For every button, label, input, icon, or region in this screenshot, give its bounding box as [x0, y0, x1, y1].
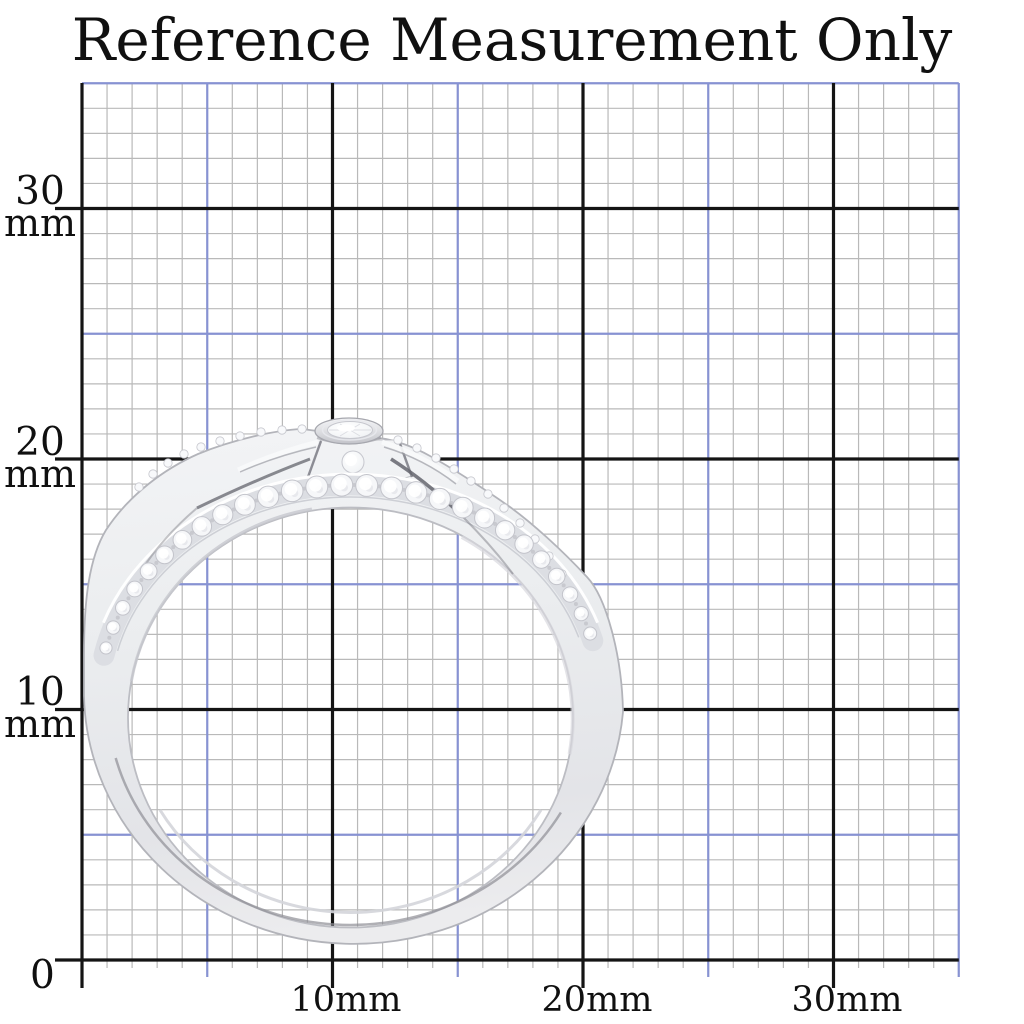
- y-axis-tick-20mm: 20 mm: [2, 420, 78, 496]
- page-title: Reference Measurement Only: [71, 6, 953, 74]
- x-axis-tick-20mm: 20mm: [541, 980, 653, 1020]
- origin-label: 0: [30, 953, 55, 998]
- y-tick-value: 10: [15, 670, 65, 715]
- y-tick-value: 20: [15, 420, 65, 465]
- y-tick-value: 30: [15, 169, 65, 214]
- x-axis-tick-10mm: 10mm: [290, 980, 402, 1020]
- ring-photo: [83, 417, 624, 945]
- y-tick-unit: mm: [3, 201, 77, 245]
- y-axis-tick-30mm: 30 mm: [2, 169, 78, 245]
- y-tick-unit: mm: [3, 702, 77, 746]
- mm-grid: [55, 82, 960, 988]
- x-axis-tick-30mm: 30mm: [791, 980, 903, 1020]
- y-axis-tick-10mm: 10 mm: [2, 670, 78, 746]
- y-tick-unit: mm: [3, 452, 77, 496]
